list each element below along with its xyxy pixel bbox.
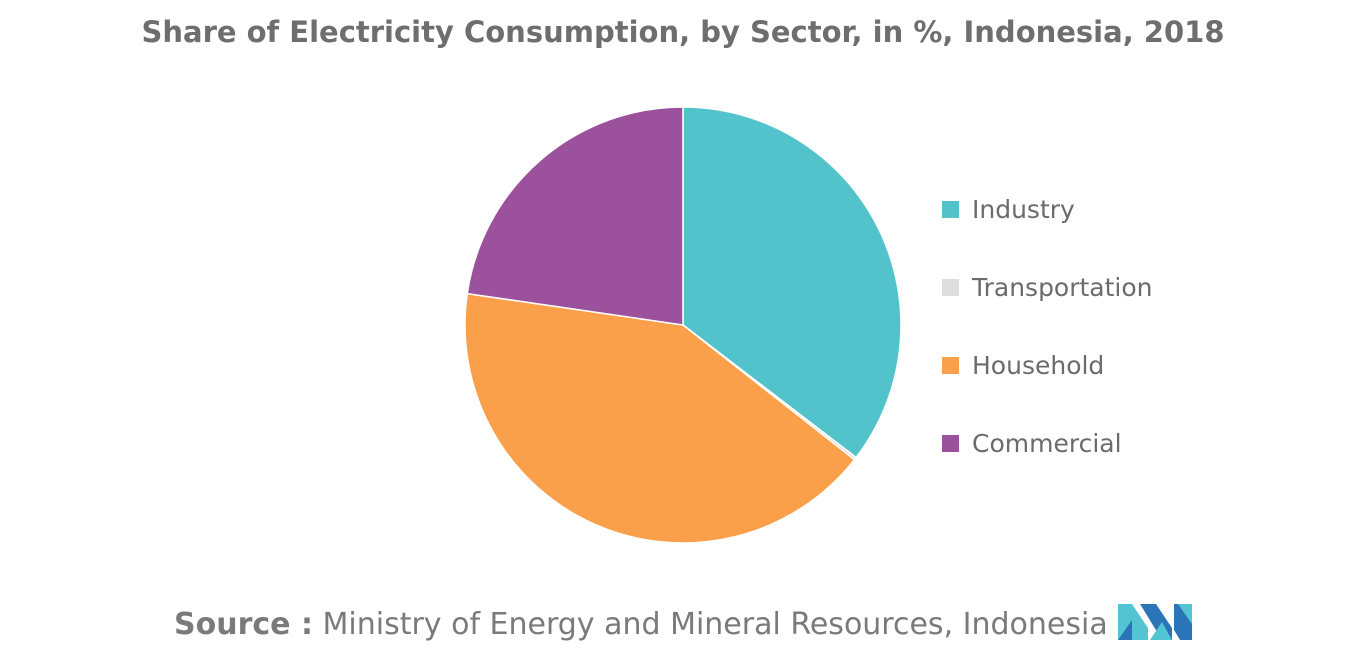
legend-item-household: Household (942, 344, 1153, 386)
legend-item-transportation: Transportation (942, 266, 1153, 308)
source-text: Ministry of Energy and Mineral Resources… (322, 607, 1108, 642)
logo-shape-middle-light (1150, 622, 1172, 640)
legend-item-industry: Industry (942, 188, 1153, 230)
legend-label: Commercial (972, 428, 1122, 458)
source-label: Source : (174, 607, 313, 642)
legend-swatch (942, 200, 959, 218)
legend-swatch (942, 356, 959, 374)
chart-title: Share of Electricity Consumption, by Sec… (141, 15, 1225, 49)
pie-slice-commercial (466, 106, 684, 326)
mordor-intelligence-logo-icon (1118, 604, 1192, 640)
legend-label: Transportation (972, 272, 1153, 302)
source-footer: Source : Ministry of Energy and Mineral … (174, 603, 1108, 647)
pie-slice-household (464, 292, 856, 544)
legend-swatch (942, 278, 959, 296)
legend-item-commercial: Commercial (942, 422, 1153, 464)
legend-label: Household (972, 350, 1105, 380)
chart-legend: Industry Transportation Household Commercia… (942, 188, 1153, 500)
logo-shape-left-dark (1118, 620, 1132, 640)
legend-label: Industry (972, 194, 1075, 224)
legend-swatch (942, 434, 959, 452)
logo-shape-right-light (1178, 604, 1192, 624)
pie-slice-industry (682, 106, 902, 459)
